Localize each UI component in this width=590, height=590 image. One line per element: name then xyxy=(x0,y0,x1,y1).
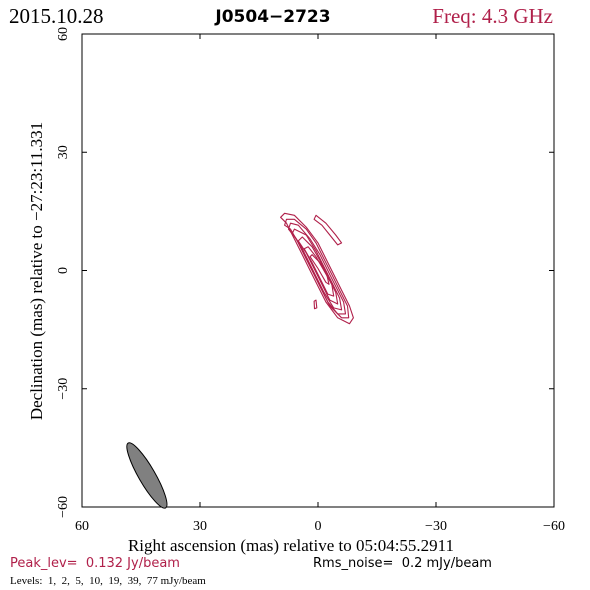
observation-date: 2015.10.28 xyxy=(9,4,104,28)
peak-level: Peak_lev= 0.132 Jy/beam xyxy=(10,556,180,571)
axis-ticks xyxy=(81,33,555,508)
x-tick-label: 60 xyxy=(75,519,89,534)
x-tick-label: 30 xyxy=(193,519,207,534)
restoring-beam xyxy=(126,442,168,509)
y-tick-label: 30 xyxy=(56,145,71,159)
frequency-label: Freq: 4.3 GHz xyxy=(432,4,553,28)
contour-level-5 xyxy=(287,222,347,315)
y-tick-labels: 60 30 0 −30 −60 xyxy=(56,27,71,518)
source-contours xyxy=(280,212,354,325)
y-axis-label: Declination (mas) relative to −27:23:11.… xyxy=(27,122,46,420)
x-axis-label: Right ascension (mas) relative to 05:04:… xyxy=(128,536,454,555)
y-tick-label: 60 xyxy=(56,27,71,41)
plot-frame xyxy=(81,33,555,508)
source-name: J0504−2723 xyxy=(214,7,330,27)
contour-levels: Levels: 1, 2, 5, 10, 19, 39, 77 mJy/beam xyxy=(10,575,206,587)
contour-level-1 xyxy=(313,299,318,310)
x-tick-label: −30 xyxy=(425,519,447,534)
contour-level-77 xyxy=(309,254,330,285)
y-tick-label: 0 xyxy=(56,267,71,274)
contour-level-39 xyxy=(303,246,335,297)
rms-noise: Rms_noise= 0.2 mJy/beam xyxy=(313,556,492,571)
x-tick-labels: 60 30 0 −30 −60 xyxy=(75,519,565,534)
x-tick-label: −60 xyxy=(543,519,565,534)
contour-level-19 xyxy=(297,236,339,305)
y-tick-label: −60 xyxy=(56,496,71,518)
contour-level-10 xyxy=(291,228,343,311)
contour-level-1 xyxy=(280,212,354,325)
beam-layer xyxy=(126,442,168,509)
x-tick-label: 0 xyxy=(315,519,322,534)
contour-level-1 xyxy=(313,214,343,246)
y-tick-label: −30 xyxy=(56,378,71,400)
